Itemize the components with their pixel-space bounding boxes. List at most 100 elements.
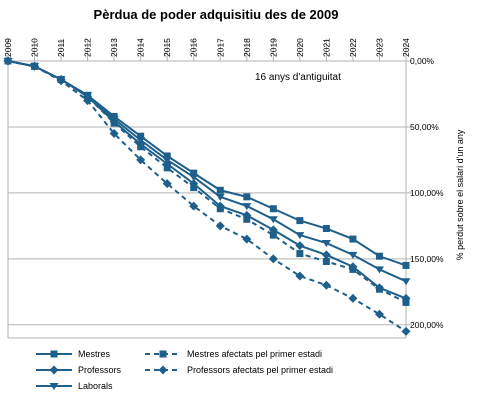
annotation-label: 16 anys d'antiguitat (255, 72, 341, 83)
x-tick-label: 2021 (321, 38, 331, 57)
data-point (189, 179, 199, 189)
legend-marker (158, 365, 168, 375)
data-point (189, 174, 199, 182)
data-point (322, 225, 330, 233)
x-tick-label: 2013 (109, 38, 119, 57)
x-tick-label: 2024 (401, 38, 411, 57)
data-point (137, 132, 145, 140)
legend: Mestres Mestres afectats pel primer estad… (36, 349, 333, 391)
series-professors-afectats-pel-primer-estadi (3, 56, 411, 336)
x-tick-label: 2020 (295, 38, 305, 57)
data-point (321, 240, 331, 248)
series-line (7, 60, 407, 283)
data-point (242, 210, 252, 220)
data-point (215, 201, 225, 211)
data-point (268, 225, 278, 235)
y-axis: 0,00% 50,00% 100,00% 150,00% 200,00% (410, 56, 444, 330)
y-tick-label: 50,00% (410, 122, 439, 132)
y-tick-label: 150,00% (410, 254, 444, 264)
data-point (269, 231, 277, 239)
data-point (163, 152, 171, 160)
x-tick-label: 2011 (56, 38, 66, 57)
x-axis: 2009 2010 2011 2012 2013 2014 2015 2016 2017 2018… (3, 38, 411, 57)
data-point (215, 193, 225, 201)
y-tick-label: 200,00% (410, 320, 444, 330)
series-line (7, 60, 407, 267)
data-point (375, 252, 383, 260)
legend-item: Professors afectats pel primer estadi (145, 365, 333, 375)
series-line (7, 60, 407, 333)
plot-frame (7, 39, 407, 339)
legend-marker (49, 383, 59, 390)
data-point (349, 235, 357, 243)
series-line (7, 60, 407, 300)
data-point (243, 193, 251, 201)
legend-marker (159, 350, 167, 358)
data-point (216, 186, 224, 194)
data-point (162, 179, 172, 189)
data-point (295, 241, 305, 251)
data-point (401, 293, 411, 303)
data-point (296, 250, 304, 258)
data-point (162, 156, 172, 164)
data-point (322, 257, 330, 265)
legend-label: Laborals (78, 381, 113, 391)
data-point (30, 63, 40, 71)
data-point (348, 262, 358, 272)
series-group (3, 56, 411, 336)
data-point (374, 266, 384, 274)
data-point (295, 232, 305, 240)
data-point (402, 261, 410, 269)
data-point (189, 201, 199, 211)
data-point (269, 205, 277, 213)
data-point (401, 326, 411, 336)
series-laborals (3, 58, 411, 286)
gridlines (7, 39, 412, 326)
x-tick-label: 2009 (3, 38, 13, 57)
data-point (56, 76, 66, 84)
legend-item: Mestres afectats pel primer estadi (145, 349, 322, 359)
data-point (136, 137, 146, 145)
x-tick-label: 2017 (215, 38, 225, 57)
data-point (109, 116, 119, 124)
data-point (242, 234, 252, 244)
data-point (348, 293, 358, 303)
chart-title: Pèrdua de poder adquisitiu des de 2009 (94, 7, 339, 22)
data-point (215, 221, 225, 231)
y-tick-label: 100,00% (410, 188, 444, 198)
legend-label: Professors (78, 365, 122, 375)
legend-marker (50, 350, 58, 358)
data-point (321, 280, 331, 290)
x-tick-label: 2012 (83, 38, 93, 57)
data-point (242, 203, 252, 211)
series-mestres (4, 57, 410, 269)
data-point (109, 129, 119, 139)
y-axis-label: % perdut sobre el salari d'un any (455, 129, 465, 260)
data-point (190, 169, 198, 177)
data-point (295, 271, 305, 281)
data-point (83, 92, 93, 100)
legend-item: Laborals (36, 381, 113, 391)
x-tick-label: 2016 (189, 38, 199, 57)
data-point (374, 309, 384, 319)
data-point (268, 216, 278, 224)
x-tick-label: 2018 (242, 38, 252, 57)
x-tick-label: 2015 (162, 38, 172, 57)
legend-label: Professors afectats pel primer estadi (187, 365, 333, 375)
series-professors (3, 56, 411, 303)
data-point (268, 254, 278, 264)
legend-marker (49, 365, 59, 375)
data-point (136, 155, 146, 165)
y-tick-label: 0,00% (410, 56, 435, 66)
legend-label: Mestres (78, 349, 111, 359)
x-tick-label: 2014 (136, 38, 146, 57)
x-tick-label: 2023 (374, 38, 384, 57)
x-tick-label: 2010 (30, 38, 40, 57)
data-point (321, 250, 331, 260)
data-point (3, 58, 13, 65)
data-point (296, 217, 304, 225)
data-point (374, 283, 384, 293)
x-tick-label: 2019 (268, 38, 278, 57)
legend-item: Professors (36, 365, 122, 375)
